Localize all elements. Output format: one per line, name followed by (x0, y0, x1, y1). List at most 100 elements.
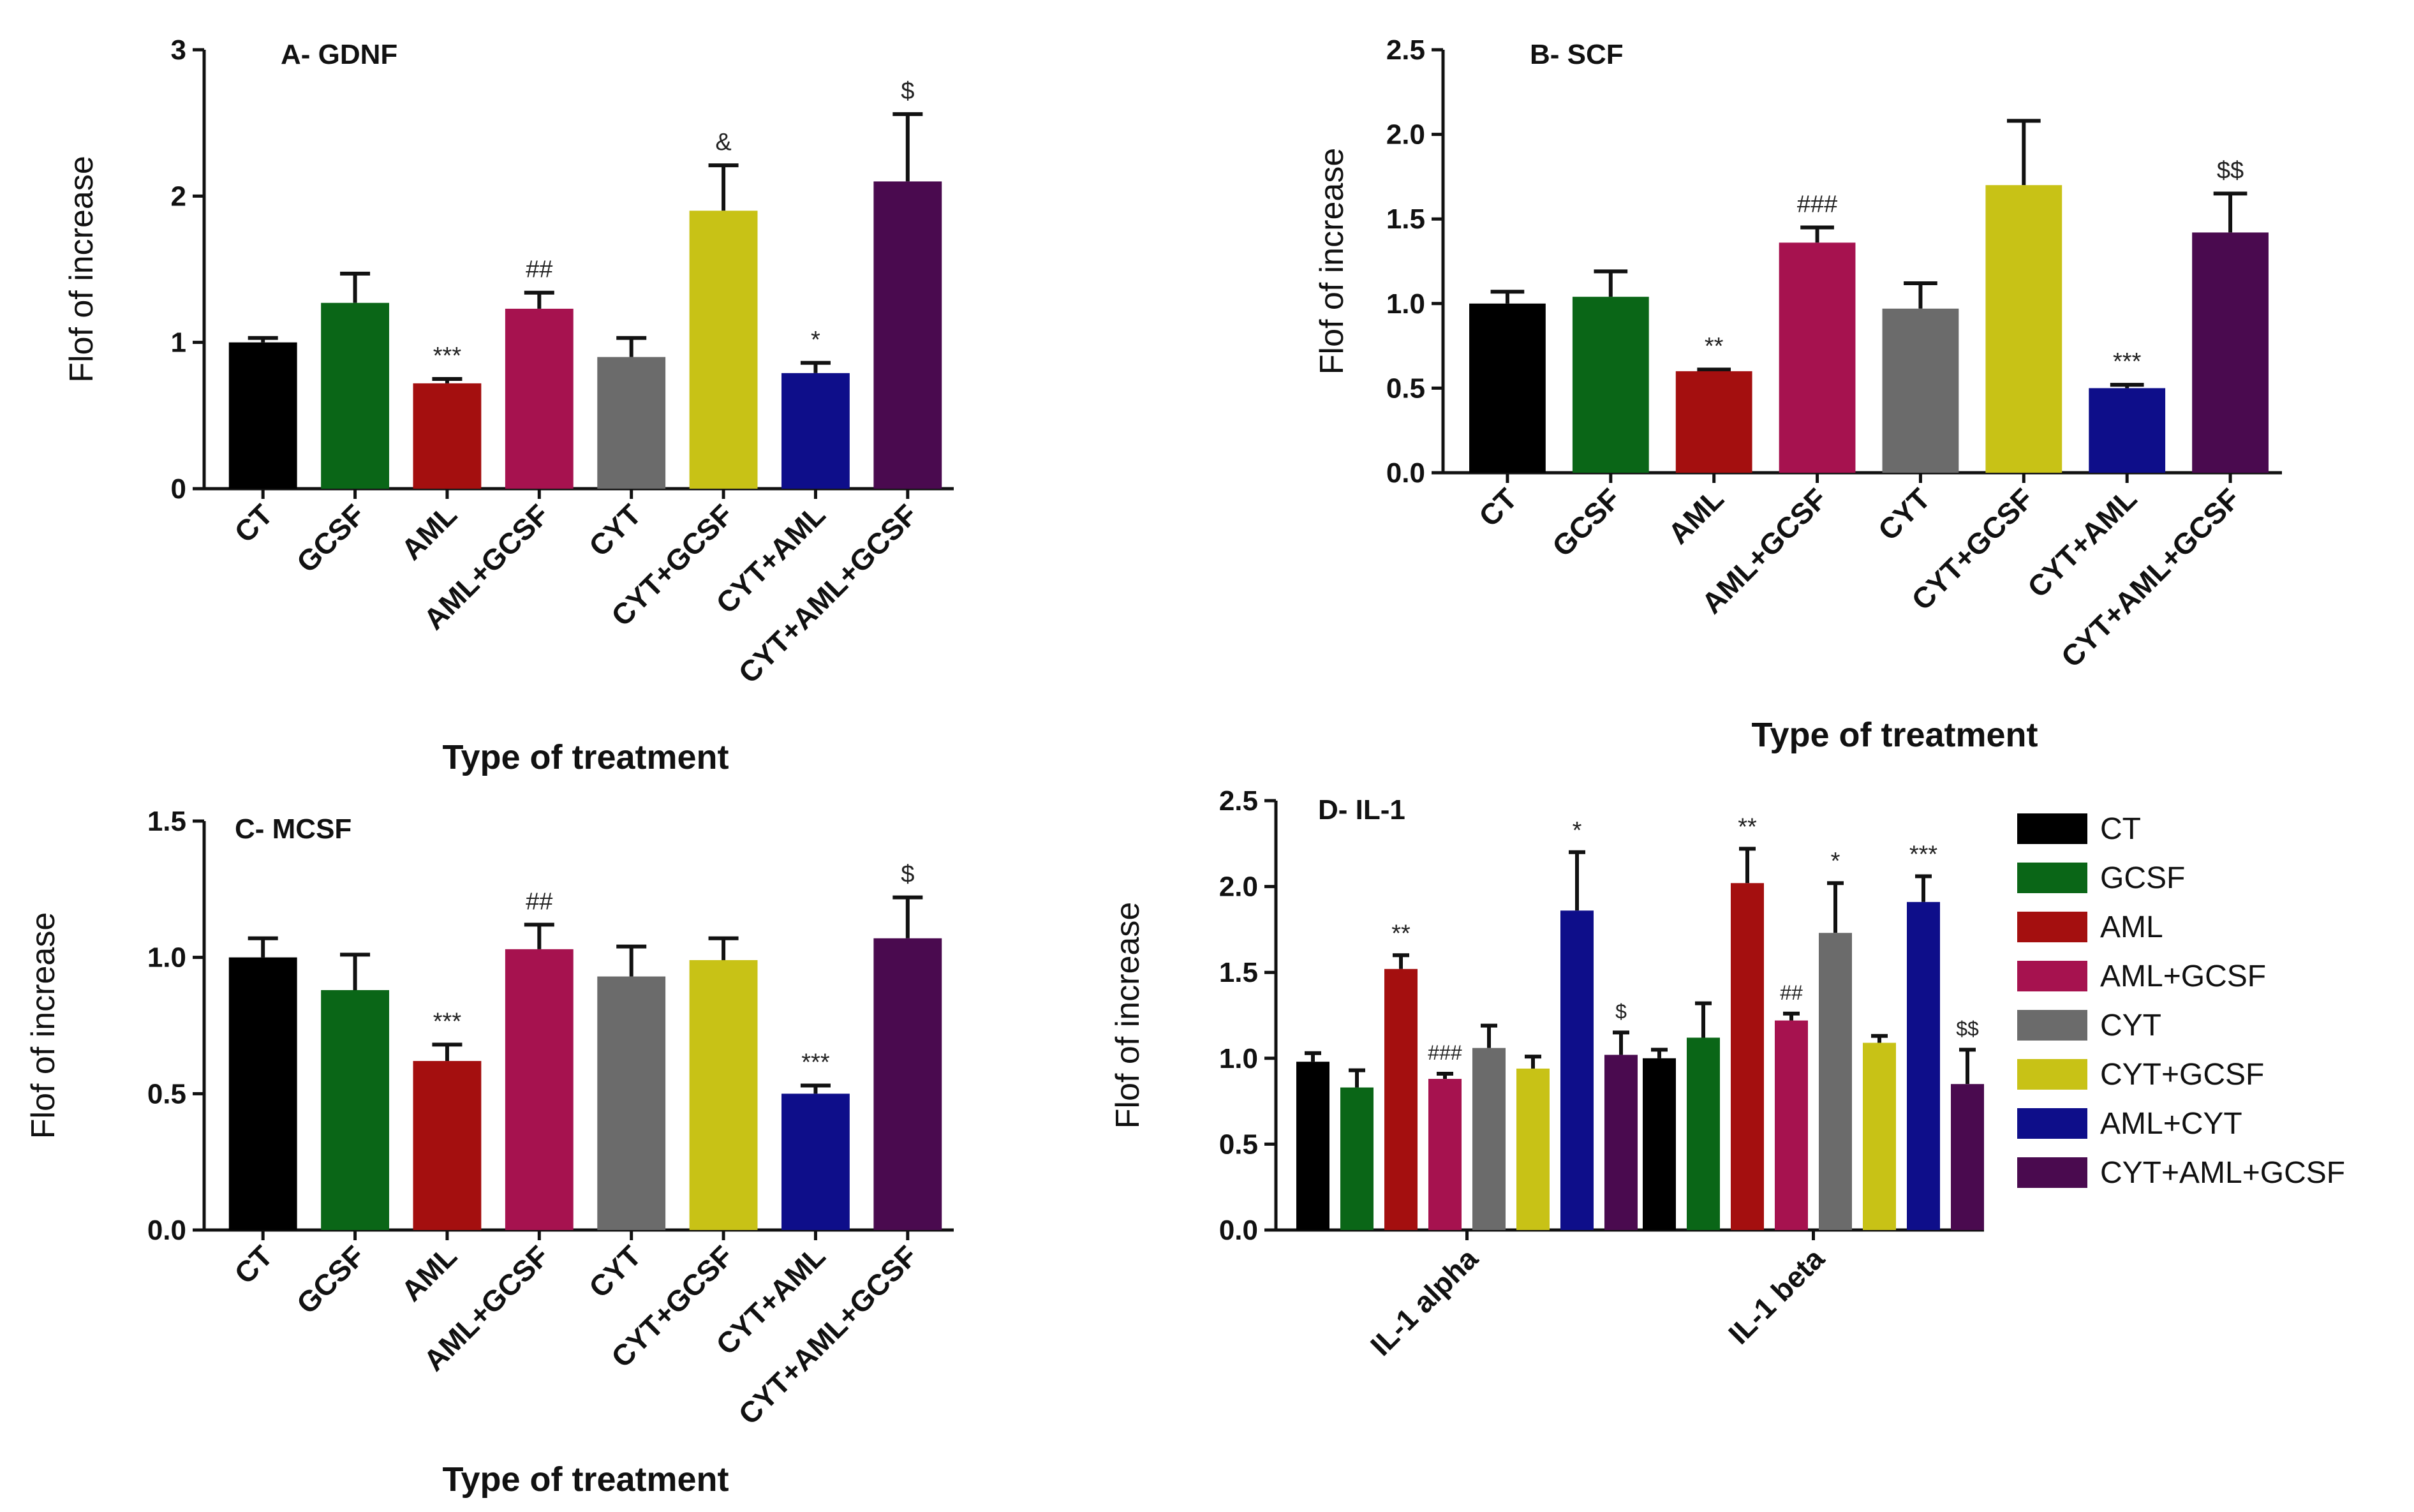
legend-swatch (2017, 1010, 2087, 1041)
bar-cyt-gcsf (1516, 1068, 1550, 1230)
significance-label: $ (901, 861, 914, 888)
chart-title: B- SCF (1530, 39, 1624, 70)
bar-aml-gcsf (1779, 242, 1856, 473)
y-axis-label: Flof of increase (1109, 902, 1146, 1129)
significance-label: *** (433, 1008, 462, 1035)
x-tick-label: AML (1662, 482, 1730, 550)
x-tick-label: CYT+AML+GCSF (732, 1239, 924, 1431)
significance-label: & (715, 129, 731, 156)
y-axis-label: Flof of increase (1314, 148, 1351, 375)
group-label: IL-1 beta (1722, 1241, 1831, 1351)
y-tick-label: 2.0 (1386, 119, 1425, 151)
y-tick-label: 0.5 (147, 1078, 186, 1109)
x-tick-label: AML (395, 1239, 463, 1307)
bar-aml-cyt (1907, 901, 1940, 1230)
bar-ct (228, 957, 297, 1230)
bar-aml-gcsf (505, 949, 574, 1230)
y-tick-label: 1 (171, 327, 186, 359)
y-tick-label: 0.5 (1219, 1129, 1258, 1160)
y-tick-label: 1.5 (1219, 957, 1258, 988)
significance-label: * (1573, 817, 1582, 844)
x-tick-label: GCSF (290, 498, 371, 579)
bar-aml-gcsf (1428, 1079, 1462, 1230)
x-tick-label: CT (228, 498, 279, 549)
bar-cyt-aml-gcsf (1951, 1084, 1984, 1230)
x-tick-label: CT (1472, 482, 1523, 533)
legend-swatch (2017, 863, 2087, 893)
legend-swatch (2017, 912, 2087, 942)
significance-label: ### (1797, 191, 1837, 218)
bar-aml-gcsf (505, 308, 574, 489)
legend-label: CYT+AML+GCSF (2100, 1156, 2345, 1190)
y-tick-label: 1.5 (1386, 204, 1425, 235)
significance-label: $ (1615, 1000, 1627, 1023)
bar-aml (1384, 968, 1418, 1230)
bar-cyt-aml-gcsf (1604, 1055, 1638, 1230)
x-tick-label: CYT+AML+GCSF (732, 498, 924, 690)
legend-swatch (2017, 1157, 2087, 1188)
legend: CT GCSF AML AML+GCSF CYT CYT+GCSF AML+CYT CYT+A… (2017, 812, 2345, 1190)
y-tick-label: 0.0 (1386, 457, 1425, 489)
x-axis-label: Type of treatment (442, 738, 729, 776)
y-tick-label: 2.0 (1219, 871, 1258, 903)
bar-gcsf (1340, 1087, 1374, 1230)
bar-cyt-aml-gcsf (873, 938, 942, 1230)
bar-ct (1643, 1058, 1676, 1230)
legend-swatch (2017, 813, 2087, 844)
significance-label: ## (526, 256, 552, 283)
x-tick-label: CYT+AML+GCSF (2055, 482, 2247, 674)
bar-cyt-aml (781, 373, 850, 489)
bar-cyt (597, 357, 666, 489)
bar-cyt (1882, 308, 1959, 473)
bar-ct (228, 342, 297, 489)
y-tick-label: 1.0 (147, 942, 186, 974)
x-tick-label: GCSF (1546, 482, 1627, 563)
chart-title: C- MCSF (235, 813, 352, 845)
y-tick-label: 2.5 (1219, 785, 1258, 817)
significance-label: ### (1428, 1041, 1462, 1064)
y-tick-label: 2 (171, 181, 186, 212)
bar-cyt-gcsf (1863, 1042, 1896, 1230)
significance-label: $ (901, 78, 914, 105)
bar-cyt (1472, 1048, 1506, 1230)
bar-cyt-aml-gcsf (873, 181, 942, 489)
y-tick-label: 0.5 (1386, 373, 1425, 404)
chart-A: 0 1 2 3 A- GDNF Flof of increase Type of treat… (63, 34, 954, 776)
legend-label: GCSF (2100, 861, 2185, 895)
legend-label: AML+CYT (2100, 1107, 2242, 1141)
bar-aml (413, 1061, 482, 1230)
chart-title: A- GDNF (281, 39, 397, 70)
y-tick-label: 3 (171, 34, 186, 66)
bar-aml (1731, 883, 1764, 1230)
bar-cyt (1819, 933, 1852, 1230)
y-tick-label: 1.5 (147, 806, 186, 837)
y-axis-label: Flof of increase (25, 912, 62, 1139)
y-tick-label: 1.0 (1386, 288, 1425, 320)
significance-label: ** (1738, 813, 1757, 840)
bar-aml-cyt (1560, 910, 1594, 1230)
y-tick-label: 1.0 (1219, 1043, 1258, 1074)
significance-label: *** (2113, 348, 2142, 375)
chart-C: 0.0 0.5 1.0 1.5 C- MCSF Flof of increase Type … (25, 806, 954, 1499)
significance-label: *** (1909, 841, 1938, 868)
bar-gcsf (321, 989, 389, 1230)
significance-label: ** (1391, 920, 1411, 947)
group-label: IL-1 alpha (1364, 1241, 1485, 1362)
x-tick-label: AML (395, 498, 463, 566)
bar-cyt-gcsf (1985, 185, 2062, 473)
bar-aml (1675, 371, 1752, 473)
bar-gcsf (1687, 1037, 1720, 1230)
significance-label: ## (1780, 981, 1803, 1004)
y-tick-label: 0.0 (1219, 1215, 1258, 1246)
x-tick-label: CYT (582, 1239, 648, 1304)
bar-ct (1469, 303, 1546, 473)
significance-label: $$ (2217, 157, 2244, 184)
significance-label: * (1831, 848, 1840, 875)
bar-cyt-gcsf (689, 211, 758, 489)
y-tick-label: 0.0 (147, 1215, 186, 1246)
significance-label: $$ (1956, 1017, 1979, 1040)
legend-label: AML+GCSF (2100, 960, 2266, 993)
bar-gcsf (1572, 297, 1649, 473)
legend-swatch (2017, 1108, 2087, 1139)
